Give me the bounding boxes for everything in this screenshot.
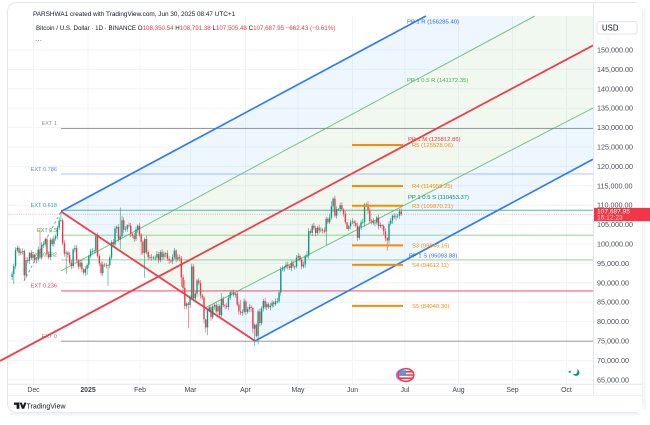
svg-text:May: May — [291, 387, 305, 394]
svg-text:Apr: Apr — [240, 387, 251, 394]
svg-text:Mar: Mar — [185, 387, 198, 394]
svg-text:2025: 2025 — [80, 387, 95, 394]
svg-text:PARSHWA1 created with TradingV: PARSHWA1 created with TradingView.com, J… — [33, 11, 236, 18]
svg-text:R3 (109870.21): R3 (109870.21) — [412, 204, 453, 210]
svg-text:S5 (84040.30): S5 (84040.30) — [412, 304, 449, 310]
svg-text:R5 (125528.06): R5 (125528.06) — [412, 143, 453, 149]
svg-text:PP 1 R (156285.40): PP 1 R (156285.40) — [407, 19, 459, 25]
svg-text:TradingView: TradingView — [27, 403, 67, 411]
svg-text:Aug: Aug — [452, 387, 464, 394]
svg-text:·: · — [607, 36, 609, 42]
svg-text:95,000.00: 95,000.00 — [597, 259, 629, 268]
svg-text:Bitcoin / U.S. Dollar · 1D · B: Bitcoin / U.S. Dollar · 1D · BINANCE O10… — [36, 25, 335, 32]
svg-text:EXT 0.382: EXT 0.382 — [31, 253, 57, 259]
svg-text:EXT 1: EXT 1 — [42, 121, 57, 127]
svg-text:85,000.00: 85,000.00 — [597, 298, 629, 307]
svg-text:110,000.00: 110,000.00 — [597, 201, 632, 210]
svg-text:EXT 0.618: EXT 0.618 — [31, 203, 57, 209]
svg-text:100,000.00: 100,000.00 — [597, 240, 633, 249]
svg-text:80,000.00: 80,000.00 — [597, 317, 629, 326]
svg-text:Dec: Dec — [27, 387, 40, 394]
svg-text:150,000.00: 150,000.00 — [597, 46, 633, 55]
svg-text:130,000.00: 130,000.00 — [597, 123, 633, 132]
svg-text:PP 1 0.5 S (110453.37): PP 1 0.5 S (110453.37) — [408, 195, 469, 201]
svg-text:70,000.00: 70,000.00 — [597, 356, 629, 365]
svg-text:EXT 0.5: EXT 0.5 — [37, 228, 57, 234]
svg-text:16:12:23: 16:12:23 — [597, 215, 623, 222]
svg-text:Jun: Jun — [347, 387, 358, 394]
svg-text:65,000.00: 65,000.00 — [597, 375, 629, 384]
svg-text:125,000.00: 125,000.00 — [597, 143, 633, 152]
svg-text:EXT 0.786: EXT 0.786 — [31, 167, 57, 173]
svg-text:⋯: ⋯ — [35, 38, 42, 45]
svg-text:120,000.00: 120,000.00 — [597, 162, 633, 171]
svg-text:PP 1 S (95093.88): PP 1 S (95093.88) — [409, 254, 457, 260]
svg-text:145,000.00: 145,000.00 — [597, 65, 633, 74]
svg-text:S3 (99645.15): S3 (99645.15) — [412, 244, 449, 250]
svg-text:R4 (114958.25): R4 (114958.25) — [412, 184, 453, 190]
svg-text:140,000.00: 140,000.00 — [597, 84, 633, 93]
svg-text:Jul: Jul — [401, 387, 410, 394]
svg-text:90,000.00: 90,000.00 — [597, 278, 629, 287]
svg-text:EXT 0: EXT 0 — [42, 334, 57, 340]
svg-text:S4 (94612.11): S4 (94612.11) — [412, 263, 449, 269]
svg-text:135,000.00: 135,000.00 — [597, 104, 633, 113]
svg-text:USD: USD — [602, 24, 619, 33]
svg-text:Oct: Oct — [561, 387, 572, 394]
svg-text:PP 1 0.5 R (141172.35): PP 1 0.5 R (141172.35) — [407, 78, 468, 84]
svg-text:115,000.00: 115,000.00 — [597, 181, 632, 190]
svg-text:Sep: Sep — [506, 387, 518, 394]
svg-text:75,000.00: 75,000.00 — [597, 337, 629, 346]
svg-text:PP 1 M (125812.86): PP 1 M (125812.86) — [408, 137, 461, 143]
svg-text:EXT 0.236: EXT 0.236 — [31, 284, 57, 290]
svg-text:Feb: Feb — [134, 387, 146, 394]
svg-text:105,000.00: 105,000.00 — [597, 220, 633, 229]
svg-text:107,687.95: 107,687.95 — [597, 209, 630, 216]
